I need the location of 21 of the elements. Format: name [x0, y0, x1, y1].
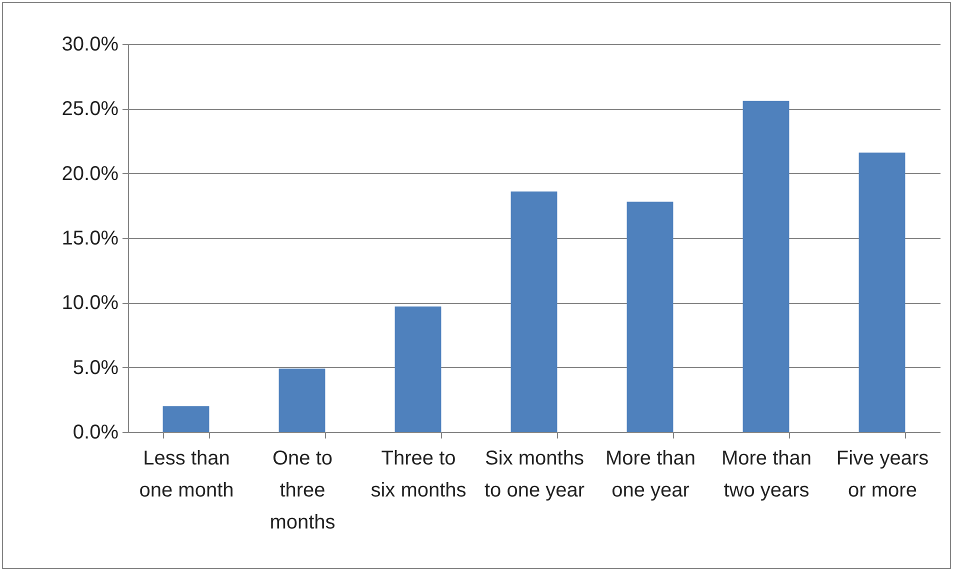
y-tick-label: 5.0% — [72, 356, 119, 379]
bar — [510, 191, 558, 432]
x-tick-label: One to three months — [270, 448, 336, 534]
y-tick-label: 20.0% — [62, 162, 119, 185]
y-tick-label: 15.0% — [62, 228, 119, 250]
bar — [278, 368, 326, 432]
x-tick-label: Three to six months — [370, 448, 466, 502]
y-tick-label: 30.0% — [62, 34, 119, 56]
x-tick-label: More than one year — [605, 448, 696, 502]
y-tick-label: 10.0% — [62, 292, 119, 314]
bar — [394, 306, 442, 432]
y-tick-label: 25.0% — [62, 98, 119, 120]
bar — [626, 202, 674, 432]
bar — [162, 406, 210, 432]
bar — [742, 100, 790, 432]
x-tick-label: More than two years — [721, 448, 812, 502]
bar — [858, 152, 906, 432]
x-tick-label: Six months to one year — [484, 448, 585, 502]
x-tick-label: Five years or more — [836, 448, 929, 502]
y-tick-label: 0.0% — [72, 422, 119, 444]
x-tick-label: Less than one month — [139, 448, 234, 502]
